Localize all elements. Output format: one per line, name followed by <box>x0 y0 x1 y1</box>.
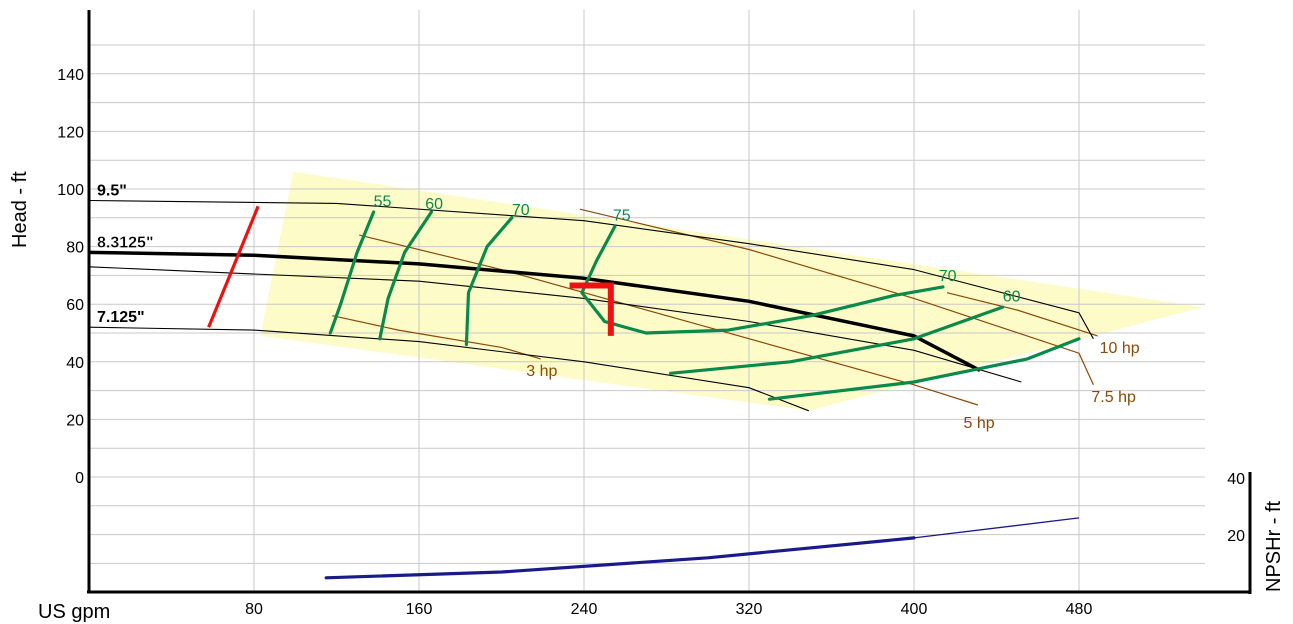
efficiency-label-60-5: 60 <box>1003 288 1021 305</box>
power-label-7.5hp: 7.5 hp <box>1091 389 1136 406</box>
impeller-curve-0 <box>88 199 1094 340</box>
impeller-curves <box>88 199 1094 412</box>
npsh-curve <box>324 517 1080 580</box>
power-curve-10hp <box>946 292 1098 337</box>
y2-tick-label-20: 20 <box>1227 528 1245 545</box>
power-label-3hp: 3 hp <box>526 363 557 380</box>
y-tick-label-120: 120 <box>57 124 84 141</box>
power-label-5hp: 5 hp <box>964 415 995 432</box>
impeller-label-0: 9.5" <box>97 183 127 200</box>
impeller-curve-2 <box>88 266 1022 383</box>
efficiency-curve-75-3 <box>580 224 945 335</box>
y2-axis-title: NPSHr - ft <box>1263 500 1285 592</box>
tick-labels: 80 160 240 320 400 480 0 20 40 60 80 100 120 140 20 40 <box>57 67 1245 618</box>
efficiency-label-75-3: 75 <box>613 208 631 225</box>
efficiency-curve-60-1 <box>378 210 433 341</box>
y-tick-label-60: 60 <box>66 297 84 314</box>
efficiency-label-60-1: 60 <box>425 196 443 213</box>
y-tick-label-0: 0 <box>75 470 84 487</box>
y-tick-label-80: 80 <box>66 240 84 257</box>
min-flow-line <box>207 205 260 328</box>
axes: US gpm Head - ft NPSHr - ft <box>9 10 1285 623</box>
efficiency-curve-55-0 <box>328 210 376 335</box>
y-tick-label-40: 40 <box>66 355 84 372</box>
x-tick-label-240: 240 <box>571 601 598 618</box>
y-tick-label-20: 20 <box>66 412 84 429</box>
impeller-curve-3 <box>88 326 809 412</box>
impeller-curve-1 <box>88 250 981 372</box>
y2-tick-label-40: 40 <box>1227 471 1245 488</box>
npsh-curve-thick <box>324 536 916 580</box>
efficiency-curve-70-2 <box>464 216 514 347</box>
efficiency-label-70-2: 70 <box>512 202 530 219</box>
markers <box>207 205 614 336</box>
grid-lines <box>89 10 1205 592</box>
y-axis-title: Head - ft <box>9 171 31 248</box>
power-curve-3hp <box>332 315 541 360</box>
power-curve-5hp <box>359 234 979 406</box>
efficiency-label-70-4: 70 <box>939 268 957 285</box>
y-tick-label-100: 100 <box>57 182 84 199</box>
x-tick-label-400: 400 <box>901 601 928 618</box>
efficiency-curve-60-5 <box>768 337 1081 401</box>
impeller-label-3: 7.125" <box>97 309 145 326</box>
efficiency-label-55-0: 55 <box>374 193 392 210</box>
impeller-label-1: 8.3125" <box>97 234 154 251</box>
x-axis-title: US gpm <box>38 601 110 623</box>
x-tick-label-320: 320 <box>736 601 763 618</box>
y-tick-label-140: 140 <box>57 67 84 84</box>
power-label-10hp: 10 hp <box>1100 340 1140 357</box>
x-tick-label-160: 160 <box>406 601 433 618</box>
curve-labels: 9.5" 8.3125" 7.125" 55 60 70 75 70 60 3 hp 5 hp 7.5… <box>97 183 1140 433</box>
x-tick-label-80: 80 <box>245 601 263 618</box>
x-tick-label-480: 480 <box>1066 601 1093 618</box>
efficiency-curves <box>328 210 1081 401</box>
operating-point-marker <box>569 282 614 336</box>
efficiency-curve-70-4 <box>669 305 1005 375</box>
